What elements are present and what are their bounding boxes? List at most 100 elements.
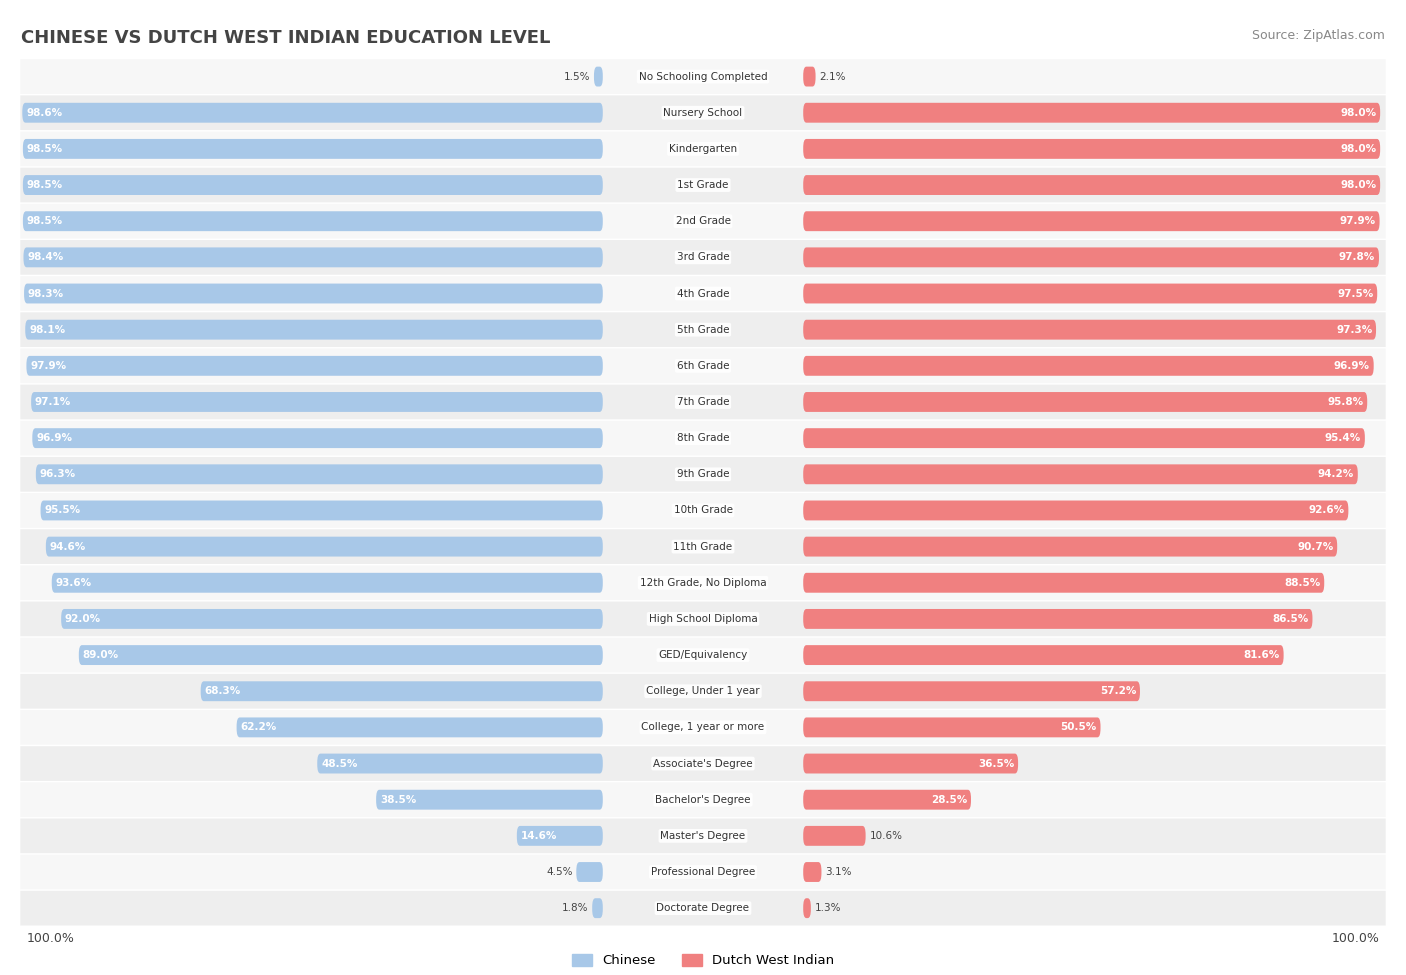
FancyBboxPatch shape — [592, 898, 603, 918]
Text: 9th Grade: 9th Grade — [676, 469, 730, 480]
FancyBboxPatch shape — [20, 782, 1386, 817]
FancyBboxPatch shape — [803, 862, 821, 882]
Text: 68.3%: 68.3% — [204, 686, 240, 696]
FancyBboxPatch shape — [576, 862, 603, 882]
Text: 4.5%: 4.5% — [546, 867, 572, 878]
FancyBboxPatch shape — [52, 573, 603, 593]
FancyBboxPatch shape — [20, 818, 1386, 853]
Text: Professional Degree: Professional Degree — [651, 867, 755, 878]
Text: Source: ZipAtlas.com: Source: ZipAtlas.com — [1251, 29, 1385, 42]
FancyBboxPatch shape — [20, 602, 1386, 637]
Text: 14.6%: 14.6% — [520, 831, 557, 840]
Text: 3.1%: 3.1% — [825, 867, 852, 878]
FancyBboxPatch shape — [201, 682, 603, 701]
Text: 97.5%: 97.5% — [1337, 289, 1374, 298]
FancyBboxPatch shape — [318, 754, 603, 773]
FancyBboxPatch shape — [31, 392, 603, 411]
Text: 98.3%: 98.3% — [28, 289, 63, 298]
Text: 1st Grade: 1st Grade — [678, 180, 728, 190]
FancyBboxPatch shape — [20, 348, 1386, 383]
Text: 96.3%: 96.3% — [39, 469, 76, 480]
FancyBboxPatch shape — [803, 248, 1379, 267]
FancyBboxPatch shape — [60, 609, 603, 629]
FancyBboxPatch shape — [20, 59, 1386, 94]
FancyBboxPatch shape — [236, 718, 603, 737]
FancyBboxPatch shape — [803, 102, 1381, 123]
Text: 50.5%: 50.5% — [1060, 722, 1097, 732]
FancyBboxPatch shape — [803, 609, 1312, 629]
Text: 98.5%: 98.5% — [27, 216, 63, 226]
FancyBboxPatch shape — [24, 248, 603, 267]
Text: 1.8%: 1.8% — [562, 903, 589, 914]
Text: 92.0%: 92.0% — [65, 614, 101, 624]
FancyBboxPatch shape — [20, 421, 1386, 455]
FancyBboxPatch shape — [803, 573, 1324, 593]
FancyBboxPatch shape — [20, 674, 1386, 709]
FancyBboxPatch shape — [22, 102, 603, 123]
FancyBboxPatch shape — [20, 493, 1386, 527]
Text: 86.5%: 86.5% — [1272, 614, 1309, 624]
FancyBboxPatch shape — [20, 746, 1386, 781]
FancyBboxPatch shape — [803, 320, 1376, 339]
FancyBboxPatch shape — [20, 204, 1386, 239]
Text: 94.6%: 94.6% — [49, 541, 86, 552]
FancyBboxPatch shape — [20, 566, 1386, 601]
FancyBboxPatch shape — [22, 212, 603, 231]
Text: 100.0%: 100.0% — [27, 932, 75, 946]
FancyBboxPatch shape — [803, 356, 1374, 375]
FancyBboxPatch shape — [20, 96, 1386, 130]
Text: Doctorate Degree: Doctorate Degree — [657, 903, 749, 914]
Text: 96.9%: 96.9% — [37, 433, 72, 444]
FancyBboxPatch shape — [35, 464, 603, 485]
Text: Nursery School: Nursery School — [664, 107, 742, 118]
FancyBboxPatch shape — [377, 790, 603, 809]
Text: 10th Grade: 10th Grade — [673, 505, 733, 516]
Text: 12th Grade, No Diploma: 12th Grade, No Diploma — [640, 578, 766, 588]
FancyBboxPatch shape — [803, 645, 1284, 665]
Text: College, 1 year or more: College, 1 year or more — [641, 722, 765, 732]
FancyBboxPatch shape — [20, 384, 1386, 419]
FancyBboxPatch shape — [22, 176, 603, 195]
Text: 3rd Grade: 3rd Grade — [676, 253, 730, 262]
Text: 5th Grade: 5th Grade — [676, 325, 730, 334]
FancyBboxPatch shape — [20, 168, 1386, 203]
FancyBboxPatch shape — [803, 500, 1348, 521]
Text: 92.6%: 92.6% — [1309, 505, 1344, 516]
Text: 97.3%: 97.3% — [1336, 325, 1372, 334]
FancyBboxPatch shape — [25, 320, 603, 339]
FancyBboxPatch shape — [803, 139, 1381, 159]
FancyBboxPatch shape — [20, 891, 1386, 925]
Text: 95.4%: 95.4% — [1324, 433, 1361, 444]
Text: 88.5%: 88.5% — [1284, 578, 1320, 588]
Text: 98.5%: 98.5% — [27, 180, 63, 190]
FancyBboxPatch shape — [803, 826, 866, 845]
Text: 11th Grade: 11th Grade — [673, 541, 733, 552]
Text: 4th Grade: 4th Grade — [676, 289, 730, 298]
Text: 98.4%: 98.4% — [27, 253, 63, 262]
FancyBboxPatch shape — [803, 212, 1379, 231]
Text: 38.5%: 38.5% — [380, 795, 416, 804]
FancyBboxPatch shape — [20, 312, 1386, 347]
FancyBboxPatch shape — [803, 536, 1337, 557]
Text: 97.9%: 97.9% — [1340, 216, 1376, 226]
FancyBboxPatch shape — [803, 718, 1101, 737]
FancyBboxPatch shape — [20, 240, 1386, 275]
Text: 94.2%: 94.2% — [1317, 469, 1354, 480]
FancyBboxPatch shape — [79, 645, 603, 665]
FancyBboxPatch shape — [20, 457, 1386, 491]
Text: 97.1%: 97.1% — [35, 397, 72, 407]
FancyBboxPatch shape — [803, 284, 1378, 303]
Text: 6th Grade: 6th Grade — [676, 361, 730, 370]
Text: Associate's Degree: Associate's Degree — [654, 759, 752, 768]
FancyBboxPatch shape — [20, 638, 1386, 673]
FancyBboxPatch shape — [803, 754, 1018, 773]
Text: 28.5%: 28.5% — [931, 795, 967, 804]
Text: 89.0%: 89.0% — [83, 650, 118, 660]
Legend: Chinese, Dutch West Indian: Chinese, Dutch West Indian — [572, 954, 834, 967]
Text: 7th Grade: 7th Grade — [676, 397, 730, 407]
Text: 95.8%: 95.8% — [1327, 397, 1364, 407]
FancyBboxPatch shape — [20, 710, 1386, 745]
Text: 97.9%: 97.9% — [30, 361, 66, 370]
Text: 98.0%: 98.0% — [1340, 144, 1376, 154]
FancyBboxPatch shape — [20, 855, 1386, 889]
